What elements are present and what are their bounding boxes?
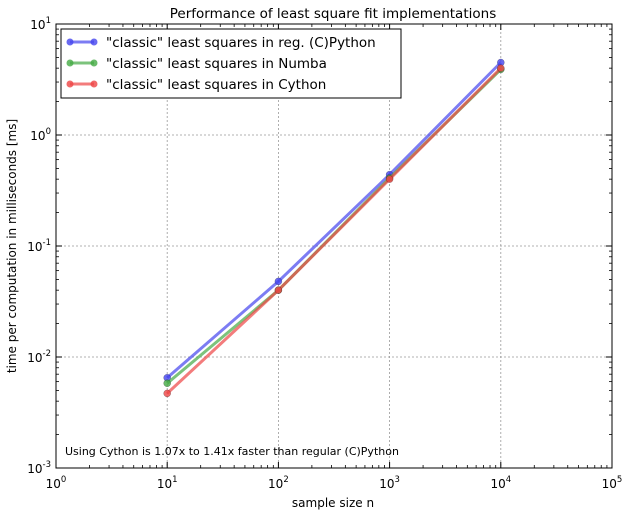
y-tick-label: 10-2 [27, 349, 51, 365]
legend-swatch-marker [66, 38, 74, 46]
data-point [385, 175, 394, 183]
legend-swatch-marker [90, 80, 98, 88]
x-tick-label: 101 [157, 475, 178, 491]
y-tick-label: 100 [30, 127, 51, 143]
series-3 [163, 64, 505, 398]
legend-swatch-marker [90, 38, 98, 46]
y-axis-label: time per computation in milliseconds [ms… [5, 119, 19, 373]
legend-label: "classic" least squares in Cython [106, 77, 326, 93]
y-tick-label: 10-1 [27, 238, 51, 254]
data-point [497, 64, 505, 72]
legend-label: "classic" least squares in reg. (C)Pytho… [106, 35, 376, 51]
data-point [163, 379, 171, 387]
series-line [166, 67, 502, 395]
x-tick-label: 100 [46, 475, 67, 491]
y-tick-label: 10-3 [27, 460, 51, 476]
series-lines [163, 58, 505, 398]
y-tick-label: 101 [30, 16, 51, 32]
legend-swatch-marker [66, 80, 74, 88]
legend-label: "classic" least squares in Numba [106, 56, 327, 72]
x-tick-label: 105 [602, 475, 623, 491]
x-tick-label: 102 [268, 475, 289, 491]
data-point [274, 277, 283, 286]
plot-border [55, 23, 613, 469]
legend: "classic" least squares in reg. (C)Pytho… [60, 28, 402, 99]
legend-swatch-marker [66, 59, 74, 67]
x-tick-label: 104 [490, 475, 511, 491]
x-axis-label: sample size n [292, 496, 374, 510]
legend-swatch-marker [90, 59, 98, 67]
x-tick-label: 103 [379, 475, 400, 491]
axis-ticks: 100 101 102 103 104 105 10-3 10-2 10-1 100 101 [27, 16, 622, 491]
data-point [274, 286, 283, 294]
legend-box [60, 28, 402, 99]
series-line [166, 61, 502, 379]
data-point [163, 389, 171, 398]
chart-title: Performance of least square fit implemen… [170, 6, 496, 22]
annotation-text: Using Cython is 1.07x to 1.41x faster th… [65, 445, 399, 458]
